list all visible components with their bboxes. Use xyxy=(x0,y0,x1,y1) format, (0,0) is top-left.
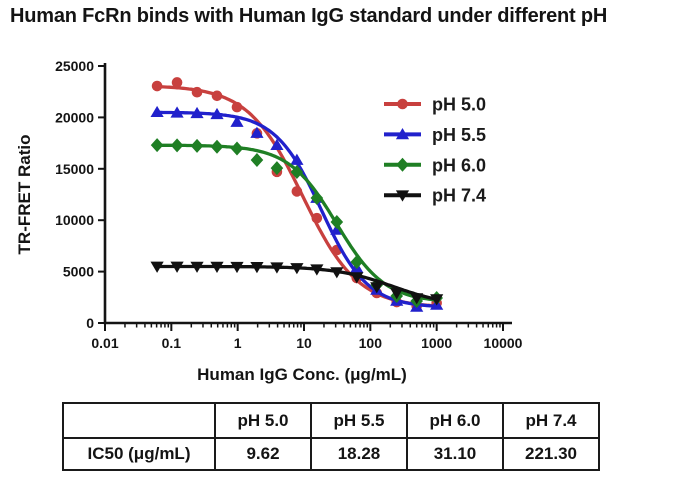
data-point-marker xyxy=(250,126,264,138)
data-point-marker xyxy=(311,212,323,224)
data-point-marker xyxy=(190,138,204,153)
y-axis-label: TR-FRET Ratio xyxy=(15,135,34,255)
y-tick-label: 10000 xyxy=(55,212,94,228)
data-point-marker xyxy=(150,105,164,118)
data-point-marker xyxy=(291,186,303,197)
data-point-marker xyxy=(231,101,243,113)
data-point-marker xyxy=(370,282,384,294)
data-point-marker xyxy=(290,263,304,275)
data-point-marker xyxy=(250,262,264,274)
x-tick-label: 10000 xyxy=(484,335,523,351)
ic50-value-cell: 221.30 xyxy=(502,437,600,471)
table-data-row: IC50 (μg/mL) 9.62 18.28 31.10 221.30 xyxy=(62,437,600,471)
x-tick-label: 1 xyxy=(234,335,242,351)
data-point-marker xyxy=(330,267,344,279)
data-point-marker xyxy=(250,153,264,168)
data-point-marker xyxy=(190,261,204,273)
y-tick-label: 0 xyxy=(86,315,94,331)
x-axis-label: Human IgG Conc. (μg/mL) xyxy=(197,365,407,384)
data-point-marker xyxy=(170,106,184,118)
dose-response-chart: 0 5000 10000 15000 20000 25000 0.01 0.1 1 10 100 10… xyxy=(15,58,523,384)
data-point-marker xyxy=(430,294,444,306)
data-point-marker xyxy=(290,164,304,179)
x-axis-ticks: 0.01 0.1 1 10 100 1000 10000 xyxy=(91,323,523,351)
table-header-cell: pH 5.5 xyxy=(310,402,408,439)
legend-label: pH 7.4 xyxy=(432,186,486,206)
data-point-marker xyxy=(230,261,244,274)
y-tick-label: 15000 xyxy=(55,161,94,177)
x-tick-label: 0.1 xyxy=(162,335,182,351)
data-point-marker xyxy=(270,262,284,274)
data-point-marker xyxy=(397,98,408,110)
data-point-marker xyxy=(230,115,244,127)
legend-item-ph-5.5: pH 5.5 xyxy=(384,125,486,145)
legend-label: pH 6.0 xyxy=(432,155,486,175)
y-axis-ticks: 0 5000 10000 15000 20000 25000 xyxy=(55,58,105,331)
data-point-marker xyxy=(151,80,163,92)
x-tick-label: 10 xyxy=(296,335,312,351)
table-header-cell: pH 7.4 xyxy=(502,402,600,439)
legend-item-ph-6.0: pH 6.0 xyxy=(384,155,486,175)
data-point-marker xyxy=(270,138,284,150)
ic50-value-cell: 18.28 xyxy=(310,437,408,471)
data-point-marker xyxy=(211,90,223,102)
x-tick-label: 1000 xyxy=(421,335,452,351)
legend-item-ph-7.4: pH 7.4 xyxy=(384,186,486,206)
data-point-marker xyxy=(350,272,364,284)
data-point-marker xyxy=(396,157,409,172)
data-point-marker xyxy=(210,139,224,154)
data-point-marker xyxy=(230,141,244,156)
data-point-marker xyxy=(410,293,424,305)
legend: pH 5.0 pH 5.5 pH 6.0 pH 7.4 xyxy=(384,95,486,206)
data-point-marker xyxy=(395,190,410,202)
data-point-marker xyxy=(210,261,224,273)
ic50-table: pH 5.0 pH 5.5 pH 6.0 pH 7.4 IC50 (μg/mL) 9.6… xyxy=(62,402,600,471)
chart-title: Human FcRn binds with Human IgG standard… xyxy=(10,5,608,27)
data-point-marker xyxy=(310,264,324,276)
ic50-value-cell: 9.62 xyxy=(214,437,312,471)
legend-item-ph-5.0: pH 5.0 xyxy=(384,95,486,115)
legend-label: pH 5.5 xyxy=(432,125,486,145)
table-row-label: IC50 (μg/mL) xyxy=(62,437,216,471)
data-point-marker xyxy=(191,86,203,98)
data-point-marker xyxy=(390,288,404,300)
data-point-marker xyxy=(170,261,184,273)
x-tick-label: 0.01 xyxy=(91,335,118,351)
data-point-marker xyxy=(150,138,164,153)
data-point-marker xyxy=(210,107,224,120)
y-tick-label: 25000 xyxy=(55,58,94,74)
legend-label: pH 5.0 xyxy=(432,95,486,115)
data-point-marker xyxy=(171,77,183,88)
table-header-cell: pH 5.0 xyxy=(214,402,312,439)
data-point-marker xyxy=(190,106,204,119)
table-corner-cell xyxy=(62,402,216,439)
data-point-marker xyxy=(150,261,164,273)
table-header-row: pH 5.0 pH 5.5 pH 6.0 pH 7.4 xyxy=(62,402,600,439)
data-point-marker xyxy=(310,190,324,205)
table-header-cell: pH 6.0 xyxy=(406,402,504,439)
y-tick-label: 5000 xyxy=(63,264,94,280)
data-point-marker xyxy=(350,255,364,270)
ic50-value-cell: 31.10 xyxy=(406,437,504,471)
data-point-marker xyxy=(170,138,184,153)
data-point-marker xyxy=(270,161,284,176)
data-point-marker xyxy=(330,215,344,230)
data-point-marker xyxy=(290,153,304,165)
x-tick-label: 100 xyxy=(359,335,383,351)
y-tick-label: 20000 xyxy=(55,109,94,125)
data-point-marker xyxy=(395,128,410,140)
series-ph-7.4 xyxy=(150,261,444,306)
